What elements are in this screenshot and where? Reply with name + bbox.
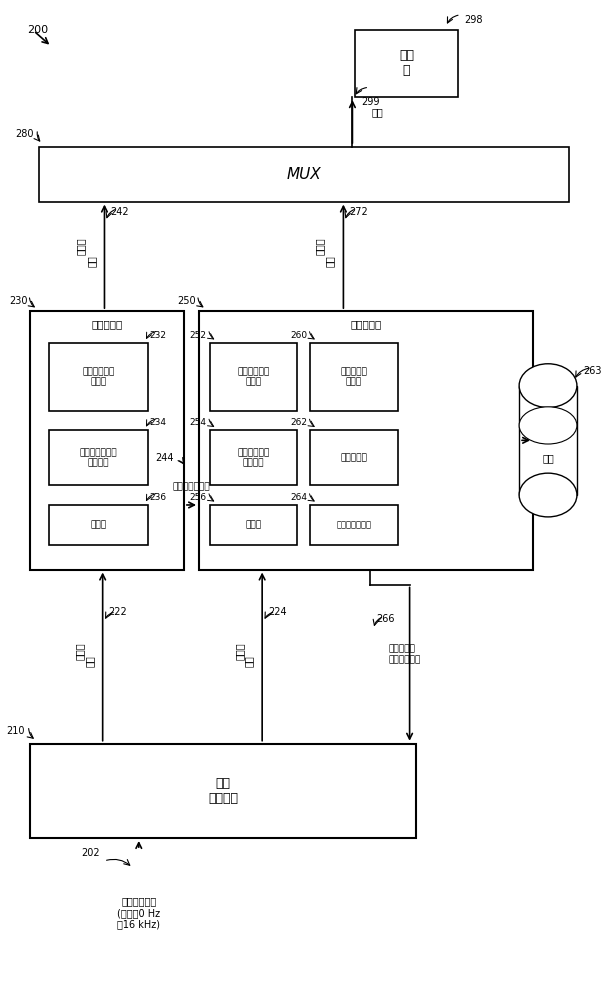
Text: 线性预测分析
及译码: 线性预测分析 及译码	[237, 367, 270, 386]
Text: MUX: MUX	[287, 167, 322, 182]
Text: 高频带: 高频带	[235, 643, 244, 660]
Text: 本地解码器: 本地解码器	[341, 453, 367, 462]
Text: 低频带分析: 低频带分析	[91, 319, 123, 329]
Text: 分析
滤波器组: 分析 滤波器组	[208, 777, 238, 805]
Text: 高频带激励
产生器: 高频带激励 产生器	[341, 367, 367, 386]
Text: 250: 250	[177, 296, 196, 306]
Text: 272: 272	[349, 207, 368, 217]
Bar	[49, 505, 148, 545]
Text: 234: 234	[150, 418, 166, 427]
Text: 232: 232	[150, 331, 166, 340]
Text: 信号: 信号	[244, 656, 254, 667]
Text: 280: 280	[15, 129, 33, 139]
Bar	[519, 386, 577, 495]
Text: 线性预测分析
及译码: 线性预测分析 及译码	[82, 367, 114, 386]
Text: 236: 236	[150, 493, 167, 502]
Text: 224: 224	[268, 607, 287, 617]
Text: 低频带激励信号: 低频带激励信号	[173, 483, 210, 492]
Text: 266: 266	[376, 614, 395, 624]
Text: 230: 230	[9, 296, 28, 306]
Text: 252: 252	[190, 331, 207, 340]
Text: 263: 263	[583, 366, 602, 376]
Bar	[356, 30, 458, 97]
Text: 298: 298	[464, 15, 482, 25]
Bar	[199, 311, 533, 570]
Bar	[310, 430, 398, 485]
Text: 299: 299	[362, 97, 380, 107]
Bar	[49, 430, 148, 485]
Text: 码簿: 码簿	[542, 453, 554, 463]
Text: 线谱对到线性
预测系数: 线谱对到线性 预测系数	[237, 448, 270, 467]
Text: 信号: 信号	[85, 656, 95, 667]
Text: 222: 222	[109, 607, 128, 617]
Text: 量化器: 量化器	[90, 520, 106, 529]
Text: 位流: 位流	[86, 255, 96, 267]
Text: 发射
器: 发射 器	[399, 49, 414, 77]
Bar	[310, 343, 398, 410]
Bar	[310, 505, 398, 545]
Text: 202: 202	[81, 848, 99, 858]
Bar	[210, 505, 297, 545]
Text: 位流: 位流	[371, 107, 383, 117]
Text: 目标信号产生器: 目标信号产生器	[336, 520, 371, 529]
Ellipse shape	[519, 473, 577, 517]
Text: 低频带: 低频带	[76, 238, 85, 255]
Text: 高频带分析: 高频带分析	[351, 319, 381, 329]
Text: 254: 254	[190, 418, 207, 427]
Bar	[49, 343, 148, 410]
Bar	[31, 311, 184, 570]
Text: 256: 256	[190, 493, 207, 502]
Bar	[31, 744, 416, 838]
Text: 210: 210	[6, 726, 25, 736]
Ellipse shape	[519, 407, 577, 444]
Bar	[210, 343, 297, 410]
Text: 242: 242	[111, 207, 129, 217]
Text: 线性预测系数对
到线谱对: 线性预测系数对 到线谱对	[79, 448, 117, 467]
Text: 经修改离散
余弦变换信息: 经修改离散 余弦变换信息	[389, 644, 421, 664]
Text: 低频带: 低频带	[75, 643, 85, 660]
Text: 244: 244	[155, 453, 173, 463]
Text: 262: 262	[290, 418, 307, 427]
Text: 参数: 参数	[325, 255, 335, 267]
Text: 量化器: 量化器	[246, 520, 262, 529]
Ellipse shape	[519, 364, 577, 408]
Bar	[210, 430, 297, 485]
Text: 200: 200	[28, 25, 49, 35]
Text: 260: 260	[290, 331, 307, 340]
Text: 高频带: 高频带	[314, 238, 324, 255]
Text: 264: 264	[290, 493, 307, 502]
Text: 输入音频信号
(例如，0 Hz
到16 kHz): 输入音频信号 (例如，0 Hz 到16 kHz)	[117, 896, 160, 929]
Bar	[39, 147, 569, 202]
